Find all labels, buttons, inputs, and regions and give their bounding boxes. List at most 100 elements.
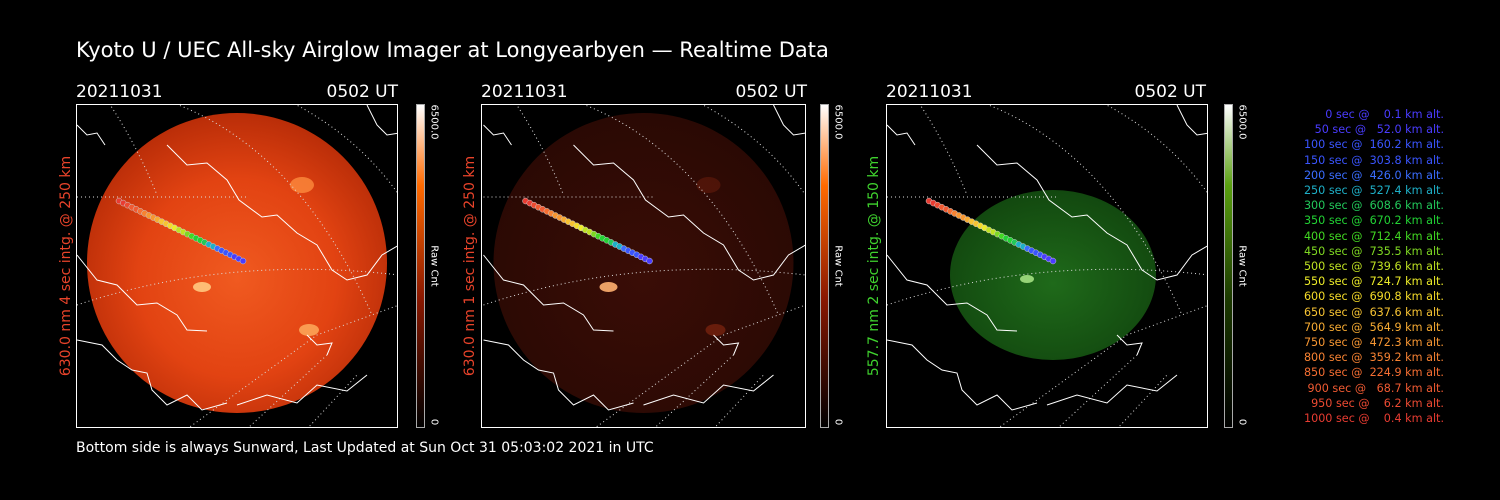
colorbar-max: 6500.0 bbox=[832, 104, 844, 140]
grid-line bbox=[109, 105, 158, 196]
grid-line bbox=[1118, 374, 1168, 427]
colorbar-1 bbox=[416, 104, 425, 428]
aurora-spot bbox=[299, 324, 319, 336]
legend-row: 800 sec @ 359.2 km alt. bbox=[1303, 351, 1444, 365]
panel-date: 20211031 bbox=[886, 82, 973, 102]
grid-line bbox=[483, 268, 805, 306]
colorbar-min: 0 bbox=[832, 418, 844, 426]
grid-line bbox=[77, 268, 397, 306]
panel-date: 20211031 bbox=[76, 82, 163, 102]
panel-2: 20211031 0502 UT bbox=[481, 80, 811, 430]
coastline bbox=[77, 254, 208, 332]
allsky-image-2 bbox=[481, 104, 806, 428]
trajectory-legend: 0 sec @ 0.1 km alt. 50 sec @ 52.0 km alt.… bbox=[1260, 107, 1444, 426]
grid-line bbox=[177, 105, 373, 316]
coastline bbox=[166, 144, 397, 281]
grid-line bbox=[583, 105, 779, 316]
sky-map-2 bbox=[483, 105, 805, 427]
side-label-3: 557.7 nm 2 sec intg. @ 150 km bbox=[864, 104, 884, 428]
legend-row: 650 sec @ 637.6 km alt. bbox=[1303, 305, 1444, 319]
legend-row: 700 sec @ 564.9 km alt. bbox=[1303, 320, 1444, 334]
panel-1: 20211031 0502 UT bbox=[76, 80, 406, 430]
panel-time: 0502 UT bbox=[1134, 82, 1207, 102]
coastline bbox=[976, 144, 1207, 281]
colorbar-label-2: 6500.0 Raw Cnt 0 bbox=[831, 104, 845, 428]
coastline bbox=[366, 105, 397, 136]
grid-line bbox=[998, 305, 1207, 427]
legend-row: 0 sec @ 0.1 km alt. bbox=[1325, 108, 1444, 121]
footer-note: Bottom side is always Sunward, Last Upda… bbox=[76, 440, 654, 456]
coastline bbox=[887, 124, 916, 146]
coastline bbox=[713, 334, 740, 356]
coastline bbox=[1116, 334, 1143, 356]
legend-row: 900 sec @ 68.7 km alt. bbox=[1307, 381, 1445, 395]
aurora-spot bbox=[599, 282, 618, 292]
grid-line bbox=[516, 105, 564, 196]
legend-row: 300 sec @ 608.6 km alt. bbox=[1303, 199, 1444, 213]
coastline bbox=[887, 339, 1038, 411]
aurora-spot bbox=[193, 282, 211, 292]
camera-field bbox=[950, 190, 1156, 360]
colorbar-3 bbox=[1224, 104, 1233, 428]
coastline bbox=[306, 334, 333, 356]
legend-row: 200 sec @ 426.0 km alt. bbox=[1303, 168, 1444, 182]
legend-row: 950 sec @ 6.2 km alt. bbox=[1311, 396, 1444, 410]
legend-row: 400 sec @ 712.4 km alt. bbox=[1303, 229, 1444, 243]
legend-row: 600 sec @ 690.8 km alt. bbox=[1303, 290, 1444, 304]
side-label-text-3: 557.7 nm 2 sec intg. @ 150 km bbox=[866, 155, 882, 377]
camera-field bbox=[493, 113, 794, 413]
legend-row: 250 sec @ 527.4 km alt. bbox=[1303, 184, 1444, 198]
colorbar-max: 6500.0 bbox=[1236, 104, 1248, 140]
aurora-spot bbox=[696, 177, 721, 193]
side-label-1: 630.0 nm 4 sec intg. @ 250 km bbox=[56, 104, 76, 428]
legend-row: 1000 sec @ 0.4 km alt. bbox=[1303, 412, 1444, 426]
legend-row: 500 sec @ 739.6 km alt. bbox=[1303, 260, 1444, 274]
side-label-text-2: 630.0 nm 1 sec intg. @ 250 km bbox=[462, 155, 478, 377]
panel-date: 20211031 bbox=[481, 82, 568, 102]
coastline bbox=[1176, 105, 1207, 136]
coastline bbox=[483, 254, 614, 332]
colorbar-min: 0 bbox=[428, 418, 440, 426]
colorbar-2 bbox=[820, 104, 829, 428]
coastline bbox=[1046, 374, 1178, 406]
coastline bbox=[643, 374, 774, 406]
colorbar-unit: Raw Cnt bbox=[1236, 245, 1248, 287]
colorbar-label-1: 6500.0 Raw Cnt 0 bbox=[427, 104, 441, 428]
coastline bbox=[483, 339, 634, 411]
colorbar-unit: Raw Cnt bbox=[428, 245, 440, 287]
legend-row: 550 sec @ 724.7 km alt. bbox=[1303, 275, 1444, 289]
coastline bbox=[483, 124, 512, 146]
page-title: Kyoto U / UEC All-sky Airglow Imager at … bbox=[76, 38, 829, 62]
trajectory-dot bbox=[646, 257, 653, 265]
legend-row: 50 sec @ 52.0 km alt. bbox=[1314, 123, 1444, 137]
colorbar-label-3: 6500.0 Raw Cnt 0 bbox=[1235, 104, 1249, 428]
coastline bbox=[77, 124, 106, 146]
grid-line bbox=[1105, 105, 1207, 194]
colorbar-unit: Raw Cnt bbox=[832, 245, 844, 287]
allsky-image-3 bbox=[886, 104, 1208, 428]
grid-line bbox=[887, 268, 1207, 306]
grid-line bbox=[308, 374, 358, 427]
sky-map-3 bbox=[887, 105, 1207, 427]
aurora-spot bbox=[290, 177, 314, 193]
camera-field bbox=[87, 113, 387, 413]
grid-line bbox=[919, 105, 968, 196]
side-label-2: 630.0 nm 1 sec intg. @ 250 km bbox=[460, 104, 480, 428]
coastline bbox=[573, 144, 805, 281]
grid-line bbox=[595, 304, 805, 427]
coastline bbox=[887, 254, 1018, 332]
legend-row: 450 sec @ 735.5 km alt. bbox=[1303, 244, 1444, 258]
trajectory-dot bbox=[239, 257, 247, 265]
legend-row: 150 sec @ 303.8 km alt. bbox=[1303, 153, 1444, 167]
legend-row: 100 sec @ 160.2 km alt. bbox=[1303, 138, 1444, 152]
side-label-text-1: 630.0 nm 4 sec intg. @ 250 km bbox=[58, 155, 74, 377]
colorbar-max: 6500.0 bbox=[428, 104, 440, 140]
panel-time: 0502 UT bbox=[735, 82, 808, 102]
colorbar-min: 0 bbox=[1236, 418, 1248, 426]
grid-line bbox=[714, 374, 764, 427]
aurora-spot bbox=[705, 324, 726, 336]
sky-map-1 bbox=[77, 105, 397, 427]
grid-line bbox=[188, 305, 397, 427]
legend-row: 750 sec @ 472.3 km alt. bbox=[1303, 336, 1444, 350]
allsky-image-1 bbox=[76, 104, 398, 428]
